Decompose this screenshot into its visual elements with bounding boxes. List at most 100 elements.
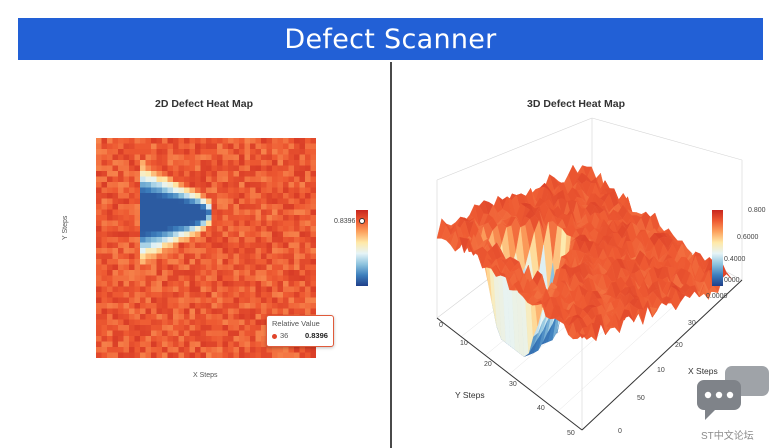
heatmap-cell — [195, 187, 201, 194]
heatmap-cell — [310, 209, 316, 216]
heatmap-cell — [195, 154, 201, 161]
heatmap-cell — [189, 171, 196, 177]
heatmap-cell — [189, 165, 196, 172]
heatmap-cell — [101, 330, 108, 337]
colorbar-3d — [712, 210, 723, 286]
heatmap-cell — [167, 226, 174, 232]
heatmap-cell — [189, 303, 196, 309]
heatmap-cell — [299, 264, 306, 271]
heatmap-cell — [244, 341, 251, 348]
heatmap-cell — [162, 165, 168, 172]
axis-box-line — [591, 117, 743, 161]
heatmap-cell — [294, 198, 300, 205]
heatmap-cell — [145, 198, 152, 205]
heatmap-cell — [211, 182, 218, 188]
heatmap-cell — [162, 264, 168, 271]
heatmap-cell — [189, 204, 196, 210]
heatmap-cell — [112, 275, 119, 282]
heatmap-cell — [96, 226, 102, 232]
heatmap-cell — [156, 215, 163, 221]
heatmap-cell — [151, 292, 157, 298]
heatmap-cell — [228, 308, 234, 315]
heatmap-cell — [167, 270, 174, 276]
heatmap-cell — [239, 347, 245, 353]
heatmap-cell — [250, 237, 256, 243]
heatmap-cell — [140, 341, 146, 348]
heatmap-cell — [156, 242, 163, 249]
heatmap-cell — [294, 204, 300, 210]
heatmap-cell — [123, 281, 130, 287]
heatmap-cell — [294, 308, 300, 315]
heatmap-cell — [217, 270, 223, 276]
heatmap-cell — [189, 319, 196, 326]
heatmap-cell — [305, 193, 311, 199]
heatmap-cell — [162, 325, 168, 331]
heatmap-cell — [112, 336, 119, 342]
heatmap-cell — [167, 204, 174, 210]
heatmap-cell — [118, 154, 124, 161]
heatmap-cell — [129, 237, 135, 243]
heatmap-cell — [277, 347, 284, 353]
heatmap-cell — [167, 347, 174, 353]
heatmap-cell — [112, 292, 119, 298]
heatmap-cell — [134, 209, 141, 216]
heatmap-cell — [162, 193, 168, 199]
heatmap-cell — [118, 143, 124, 150]
app-title: Defect Scanner — [284, 23, 497, 55]
heatmap-cell — [211, 330, 218, 337]
heatmap-cell — [140, 171, 146, 177]
heatmap-cell — [272, 143, 278, 150]
heatmap-cell — [184, 231, 190, 238]
heatmap-cell — [250, 281, 256, 287]
heatmap-cell — [145, 253, 152, 260]
heatmap-cell — [173, 297, 179, 304]
heatmap-cell — [156, 330, 163, 337]
heatmap-cell — [261, 341, 267, 348]
heatmap-cell — [288, 352, 295, 358]
heatmap-cell — [134, 248, 141, 254]
heatmap-cell — [129, 248, 135, 254]
heatmap-cell — [184, 253, 190, 260]
heatmap-cell — [266, 182, 273, 188]
heatmap-cell — [283, 149, 289, 155]
heatmap-cell — [151, 275, 157, 282]
heatmap-cell — [123, 138, 130, 144]
heatmap-cell — [239, 336, 245, 342]
heatmap-tooltip: Relative Value 36 0.8396 — [266, 315, 334, 347]
heatmap-cell — [101, 242, 108, 249]
heatmap-cell — [299, 171, 306, 177]
heatmap-cell — [222, 314, 229, 320]
heatmap-cell — [233, 336, 240, 342]
heatmap-cell — [255, 336, 262, 342]
surface-3d[interactable] — [392, 100, 777, 448]
heatmap-cell — [118, 220, 124, 227]
heatmap-cell — [112, 297, 119, 304]
heatmap-cell — [151, 209, 157, 216]
heatmap-cell — [178, 198, 185, 205]
heatmap-cell — [211, 237, 218, 243]
heatmap-cell — [189, 248, 196, 254]
heatmap-cell — [200, 160, 207, 166]
heatmap-cell — [244, 270, 251, 276]
heatmap-cell — [178, 231, 185, 238]
heatmap-cell — [239, 231, 245, 238]
heatmap-cell — [294, 292, 300, 298]
heatmap-cell — [239, 204, 245, 210]
heatmap-cell — [244, 237, 251, 243]
heatmap-cell — [206, 149, 212, 155]
heatmap-cell — [299, 209, 306, 216]
heatmap-cell — [173, 215, 179, 221]
heatmap-cell — [101, 226, 108, 232]
heatmap-cell — [266, 275, 273, 282]
heatmap-cell — [277, 182, 284, 188]
heatmap-cell — [239, 264, 245, 271]
heatmap-cell — [129, 209, 135, 216]
heatmap-cell — [228, 193, 234, 199]
heatmap-cell — [195, 286, 201, 293]
heatmap-cell — [118, 182, 124, 188]
heatmap-cell — [195, 215, 201, 221]
heatmap-cell — [200, 253, 207, 260]
heatmap-cell — [222, 303, 229, 309]
heatmap-cell — [195, 292, 201, 298]
heatmap-cell — [178, 149, 185, 155]
